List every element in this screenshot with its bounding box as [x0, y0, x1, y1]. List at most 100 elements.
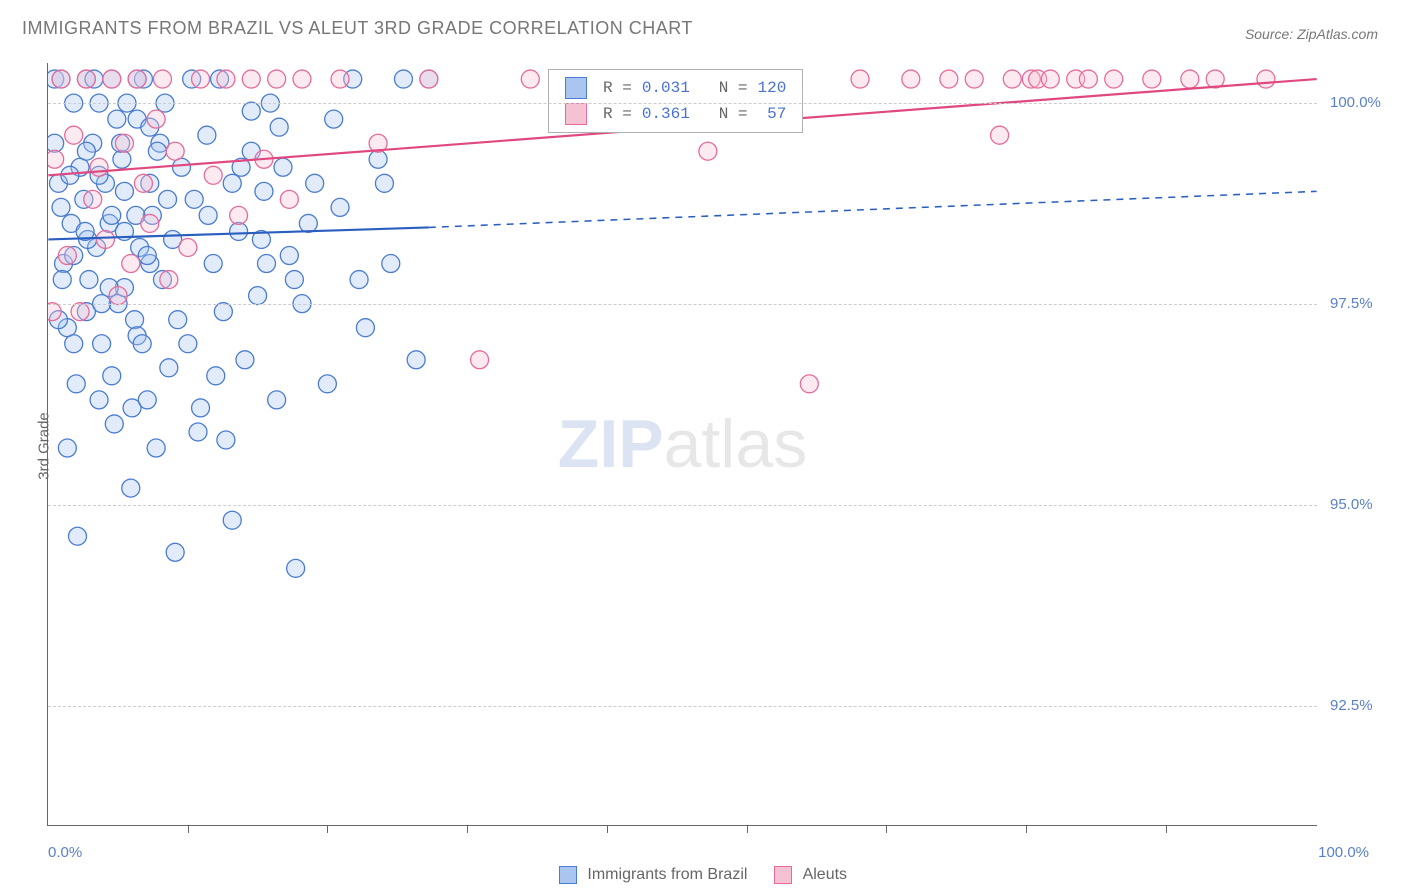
scatter-point [192, 70, 210, 88]
n-label-2: N = [719, 105, 748, 123]
grid-line [48, 505, 1317, 506]
x-tick-mark [188, 825, 189, 833]
x-tick-label: 0.0% [48, 844, 82, 861]
scatter-point [122, 479, 140, 497]
scatter-point [255, 182, 273, 200]
scatter-point [1143, 70, 1161, 88]
scatter-point [1257, 70, 1275, 88]
scatter-point [53, 271, 71, 289]
scatter-point [217, 70, 235, 88]
scatter-point [198, 126, 216, 144]
scatter-point [169, 311, 187, 329]
scatter-point [166, 543, 184, 561]
grid-line [48, 304, 1317, 305]
scatter-point [299, 214, 317, 232]
scatter-point [274, 158, 292, 176]
scatter-point [204, 166, 222, 184]
scatter-point [223, 174, 241, 192]
scatter-point [382, 255, 400, 273]
scatter-point [113, 150, 131, 168]
scatter-point [230, 206, 248, 224]
grid-line [48, 706, 1317, 707]
scatter-point [204, 255, 222, 273]
scatter-point [103, 206, 121, 224]
scatter-point [65, 335, 83, 353]
scatter-point [699, 142, 717, 160]
scatter-point [160, 359, 178, 377]
scatter-point [61, 166, 79, 184]
x-tick-mark [886, 825, 887, 833]
scatter-point [1003, 70, 1021, 88]
scatter-point [242, 70, 260, 88]
n-value-1: 120 [758, 79, 787, 97]
scatter-point [48, 134, 64, 152]
scatter-point [375, 174, 393, 192]
scatter-point [407, 351, 425, 369]
scatter-point [123, 399, 141, 417]
scatter-point [1105, 70, 1123, 88]
x-tick-mark [1026, 825, 1027, 833]
scatter-point [521, 70, 539, 88]
scatter-point [369, 150, 387, 168]
scatter-point [141, 214, 159, 232]
scatter-point [90, 391, 108, 409]
plot-svg [48, 63, 1317, 825]
scatter-point [52, 70, 70, 88]
scatter-point [108, 110, 126, 128]
r-value-1: 0.031 [642, 79, 690, 97]
scatter-point [147, 110, 165, 128]
legend-row-series1: R = 0.031 N = 120 [561, 76, 790, 100]
scatter-point [179, 238, 197, 256]
scatter-point [115, 182, 133, 200]
scatter-point [940, 70, 958, 88]
x-tick-label: 100.0% [1318, 844, 1369, 861]
scatter-point [179, 335, 197, 353]
scatter-point [287, 559, 305, 577]
bottom-label-series2: Aleuts [803, 866, 847, 883]
scatter-point [280, 190, 298, 208]
scatter-point [58, 247, 76, 265]
y-tick-label: 100.0% [1330, 94, 1381, 111]
scatter-point [192, 399, 210, 417]
scatter-point [350, 271, 368, 289]
x-tick-mark [1166, 825, 1167, 833]
scatter-point [257, 255, 275, 273]
scatter-point [109, 287, 127, 305]
scatter-point [84, 190, 102, 208]
scatter-point [217, 431, 235, 449]
scatter-point [77, 70, 95, 88]
scatter-point [270, 118, 288, 136]
scatter-point [230, 222, 248, 240]
scatter-point [134, 174, 152, 192]
scatter-point [331, 70, 349, 88]
scatter-point [159, 190, 177, 208]
n-label-1: N = [719, 79, 748, 97]
scatter-point [65, 126, 83, 144]
scatter-point [58, 439, 76, 457]
scatter-point [96, 230, 114, 248]
scatter-point [420, 70, 438, 88]
source-label: Source: ZipAtlas.com [1245, 26, 1378, 42]
scatter-point [214, 303, 232, 321]
scatter-point [356, 319, 374, 337]
scatter-point [52, 198, 70, 216]
chart-title: IMMIGRANTS FROM BRAZIL VS ALEUT 3RD GRAD… [22, 18, 693, 39]
scatter-point [48, 303, 61, 321]
scatter-point [105, 415, 123, 433]
grid-line [48, 103, 1317, 104]
bottom-swatch-series1 [559, 866, 577, 884]
scatter-point [1079, 70, 1097, 88]
scatter-point [223, 511, 241, 529]
scatter-point [851, 70, 869, 88]
bottom-legend: Immigrants from Brazil Aleuts [0, 866, 1406, 884]
scatter-point [965, 70, 983, 88]
stats-legend: R = 0.031 N = 120 R = 0.361 N = 57 [548, 69, 803, 133]
scatter-point [185, 190, 203, 208]
scatter-point [153, 70, 171, 88]
scatter-point [325, 110, 343, 128]
scatter-point [268, 70, 286, 88]
r-label-2: R = [603, 105, 632, 123]
scatter-point [126, 311, 144, 329]
trend-line-dashed [429, 191, 1317, 227]
scatter-point [148, 142, 166, 160]
